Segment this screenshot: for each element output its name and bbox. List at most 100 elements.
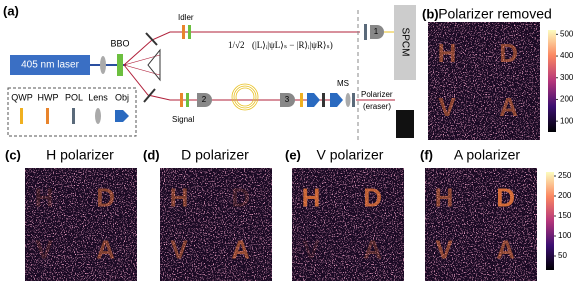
laser: [10, 55, 90, 75]
colorbar: [546, 172, 554, 270]
hwp: [46, 108, 49, 124]
image-letter: V: [170, 234, 188, 264]
idler-beam: [123, 31, 360, 66]
panel-label: (e): [285, 147, 301, 162]
signal-label: Signal: [172, 115, 194, 124]
image-letter: A: [231, 234, 250, 264]
colorbar-tick-label: 250: [558, 171, 572, 180]
spcm: [394, 5, 416, 80]
number: 3: [285, 95, 290, 104]
panel-title: H polarizer: [46, 147, 114, 163]
image-noise: [292, 168, 404, 281]
bbo-label: BBO: [110, 38, 129, 48]
lens: [100, 56, 106, 74]
lens: [95, 108, 101, 124]
hwp: [180, 93, 183, 107]
colorbar: [548, 30, 556, 132]
objective: [330, 93, 343, 107]
image-letter: A: [499, 92, 518, 122]
prism: [147, 48, 161, 82]
obj: [115, 110, 129, 122]
colorbar-tick-label: 300: [560, 73, 574, 82]
crystal: [188, 25, 191, 39]
signal-beam: [123, 64, 330, 101]
mirror: [143, 88, 156, 103]
legend-label: QWP: [11, 92, 33, 102]
panel-label: (a): [3, 3, 19, 18]
image-letter: A: [496, 234, 515, 264]
colorbar-tick-label: 400: [560, 51, 574, 60]
objective: [280, 93, 295, 107]
colorbar-tick-label: 50: [558, 251, 567, 260]
qwp: [300, 93, 303, 107]
image-letter: V: [435, 234, 453, 264]
number: 2: [202, 95, 207, 104]
pol: [352, 93, 355, 107]
fiber-coil: [231, 83, 259, 111]
objective: [197, 93, 212, 107]
colorbar-tick-label: 150: [558, 211, 572, 220]
idler-label: Idler: [178, 13, 194, 22]
colorbar-tick-label: 500: [560, 29, 574, 38]
laser-label: 405 nm laser: [21, 60, 79, 71]
colorbar-tick-label: 100: [558, 231, 572, 240]
lens: [345, 93, 351, 107]
equation-prefix: 1/√2: [228, 40, 244, 50]
image-letter: D: [363, 183, 382, 213]
bbo-crystal: [117, 54, 123, 76]
image-letter: V: [438, 92, 456, 122]
ms: [322, 93, 325, 107]
panel-title: D polarizer: [181, 147, 249, 163]
eraser-label: (eraser): [363, 102, 391, 111]
image-noise: [25, 168, 137, 281]
legend-label: HWP: [38, 92, 59, 102]
image-letter: D: [499, 38, 518, 68]
image-letter: D: [96, 183, 115, 213]
camera: [396, 110, 414, 138]
ms-label: MS: [337, 79, 349, 88]
panel-label: (b): [422, 6, 439, 21]
pol: [72, 108, 75, 124]
panel-label: (c): [5, 147, 21, 162]
images: (b) Polarizer removed H D V A (c) H polarizer H D…: [5, 6, 574, 281]
colorbar-tick-label: 200: [560, 95, 574, 104]
colorbar-tick-label: 100: [560, 116, 574, 125]
image-letter: V: [35, 234, 53, 264]
image-letter: A: [363, 234, 382, 264]
image-noise: [160, 168, 272, 281]
panel-title: A polarizer: [454, 147, 520, 163]
image-letter: A: [96, 234, 115, 264]
equation: (|L⟩ᵢ|ψL⟩ₛ − |R⟩ᵢ|ψR⟩ₛ): [252, 40, 333, 50]
legend-label: Obj: [115, 92, 129, 102]
legend-box: [7, 87, 137, 137]
panel-label: (f): [420, 147, 433, 162]
objective: [370, 25, 384, 39]
image-letter: V: [302, 234, 320, 264]
colorbar-tick-label: 200: [558, 191, 572, 200]
image-letter: D: [231, 183, 250, 213]
image-letter: H: [438, 38, 457, 68]
image-letter: H: [170, 183, 189, 213]
qwp: [20, 108, 23, 124]
panel-title: Polarizer removed: [438, 6, 552, 22]
image-noise: [428, 22, 540, 140]
image-letter: D: [496, 183, 515, 213]
spcm-label: SPCM: [399, 28, 410, 57]
legend-label: POL: [65, 92, 83, 102]
objective: [307, 93, 320, 107]
number: 1: [374, 27, 379, 36]
polarizer-label: Polarizer: [361, 90, 393, 99]
panel-label: (d): [143, 147, 160, 162]
image-letter: H: [435, 183, 454, 213]
image-letter: H: [302, 183, 321, 213]
pol: [364, 24, 367, 40]
hwp: [182, 25, 185, 39]
panel-title: V polarizer: [317, 147, 384, 163]
crystal: [186, 93, 189, 107]
image-letter: H: [35, 183, 54, 213]
legend-label: Lens: [88, 92, 108, 102]
image-noise: [425, 168, 537, 281]
legend: QWP HWP POL Lens Obj: [11, 92, 129, 124]
mirror: [145, 32, 158, 46]
